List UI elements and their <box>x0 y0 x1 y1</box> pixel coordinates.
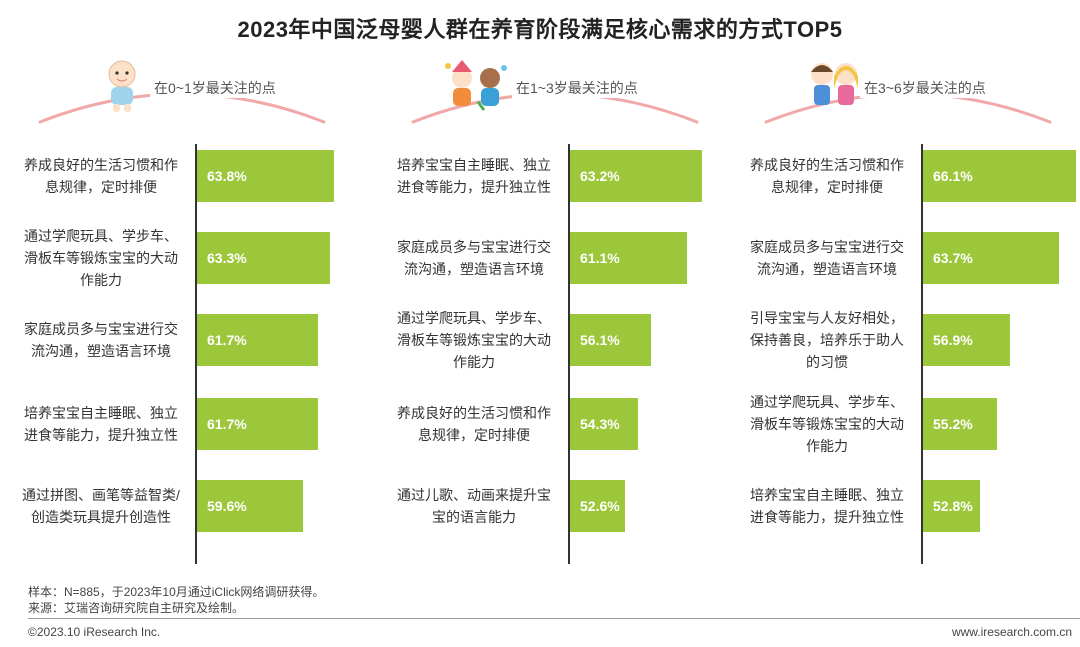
category-label: 培养宝宝自主睡眠、独立进食等能力，提升独立性 <box>750 487 904 525</box>
source-note: 来源：艾瑞咨询研究院自主研究及绘制。 <box>28 601 245 615</box>
sample-note: 样本：N=885，于2023年10月通过iClick网络调研获得。 <box>28 585 325 599</box>
bar <box>197 398 318 450</box>
data-label: 59.6% <box>207 498 247 514</box>
bar <box>197 232 330 284</box>
bar <box>923 398 997 450</box>
category-label: 家庭成员多与宝宝进行交流沟通，塑造语言环境 <box>24 321 178 359</box>
bar-chart: 培养宝宝自主睡眠、独立进食等能力，提升独立性 63.2% 家庭成员多与宝宝进行交流沟… <box>385 144 725 564</box>
category-label: 家庭成员多与宝宝进行交流沟通，塑造语言环境 <box>397 239 551 277</box>
age-panel-2: 在1~3岁最关注的点培养宝宝自主睡眠、独立进食等能力，提升独立性 63.2% 家庭成… <box>385 56 725 566</box>
bar <box>923 480 980 532</box>
data-label: 56.1% <box>580 332 620 348</box>
bar-row: 通过学爬玩具、学步车、滑板车等锻炼宝宝的大动作能力 63.3% <box>12 228 352 288</box>
age-panel-3: 在3~6岁最关注的点养成良好的生活习惯和作息规律，定时排便 66.1% 家庭成员多与… <box>738 56 1078 566</box>
bar <box>570 314 651 366</box>
bar-row: 家庭成员多与宝宝进行交流沟通，塑造语言环境 61.7% <box>12 312 352 368</box>
bar-chart: 养成良好的生活习惯和作息规律，定时排便 66.1% 家庭成员多与宝宝进行交流沟通，塑… <box>738 144 1078 564</box>
category-label: 通过学爬玩具、学步车、滑板车等锻炼宝宝的大动作能力 <box>24 228 178 288</box>
copyright: ©2023.10 iResearch Inc. <box>28 625 161 639</box>
category-label: 通过学爬玩具、学步车、滑板车等锻炼宝宝的大动作能力 <box>750 394 904 454</box>
bar-row: 养成良好的生活习惯和作息规律，定时排便 66.1% <box>738 148 1078 204</box>
footer-divider <box>28 618 1080 619</box>
category-label: 通过学爬玩具、学步车、滑板车等锻炼宝宝的大动作能力 <box>397 310 551 370</box>
bar <box>197 150 334 202</box>
bar-row: 培养宝宝自主睡眠、独立进食等能力，提升独立性 63.2% <box>385 148 725 204</box>
data-label: 52.8% <box>933 498 973 514</box>
bar-row: 培养宝宝自主睡眠、独立进食等能力，提升独立性 52.8% <box>738 478 1078 534</box>
category-label: 通过拼图、画笔等益智类/创造类玩具提升创造性 <box>22 487 180 525</box>
y-axis-line <box>568 144 570 564</box>
bar <box>923 232 1059 284</box>
data-label: 63.8% <box>207 168 247 184</box>
bar-chart: 养成良好的生活习惯和作息规律，定时排便 63.8% 通过学爬玩具、学步车、滑板车等锻… <box>12 144 352 564</box>
bar <box>197 314 318 366</box>
category-label: 培养宝宝自主睡眠、独立进食等能力，提升独立性 <box>397 157 551 195</box>
bar <box>570 232 687 284</box>
age-heading: 在0~1岁最关注的点 <box>150 78 280 98</box>
category-label: 培养宝宝自主睡眠、独立进食等能力，提升独立性 <box>24 405 178 443</box>
data-label: 61.7% <box>207 416 247 432</box>
y-axis-line <box>921 144 923 564</box>
toddlers-playing-icon <box>438 58 514 119</box>
data-label: 63.2% <box>580 168 620 184</box>
baby-icon <box>102 58 142 119</box>
bar <box>570 398 638 450</box>
bar-row: 通过学爬玩具、学步车、滑板车等锻炼宝宝的大动作能力 56.1% <box>385 310 725 370</box>
data-label: 61.7% <box>207 332 247 348</box>
data-label: 66.1% <box>933 168 973 184</box>
bar-row: 养成良好的生活习惯和作息规律，定时排便 63.8% <box>12 148 352 204</box>
bar-row: 家庭成员多与宝宝进行交流沟通，塑造语言环境 61.1% <box>385 230 725 286</box>
category-label: 通过儿歌、动画来提升宝宝的语言能力 <box>397 487 551 525</box>
bar <box>923 314 1010 366</box>
children-icon <box>804 58 864 119</box>
website: www.iresearch.com.cn <box>951 625 1072 639</box>
category-label: 养成良好的生活习惯和作息规律，定时排便 <box>750 157 904 195</box>
bar <box>570 480 625 532</box>
data-label: 61.1% <box>580 250 620 266</box>
age-heading: 在1~3岁最关注的点 <box>512 78 642 98</box>
category-label: 家庭成员多与宝宝进行交流沟通，塑造语言环境 <box>750 239 904 277</box>
chart-title: 2023年中国泛母婴人群在养育阶段满足核心需求的方式TOP5 <box>237 17 843 42</box>
bar-row: 通过拼图、画笔等益智类/创造类玩具提升创造性 59.6% <box>12 478 352 534</box>
bar <box>923 150 1076 202</box>
bar-row: 通过儿歌、动画来提升宝宝的语言能力 52.6% <box>385 478 725 534</box>
data-label: 63.3% <box>207 250 247 266</box>
data-label: 55.2% <box>933 416 973 432</box>
age-heading: 在3~6岁最关注的点 <box>860 78 990 98</box>
data-label: 56.9% <box>933 332 973 348</box>
bar-row: 培养宝宝自主睡眠、独立进食等能力，提升独立性 61.7% <box>12 396 352 452</box>
category-label: 引导宝宝与人友好相处，保持善良，培养乐于助人的习惯 <box>750 310 904 370</box>
category-label: 养成良好的生活习惯和作息规律，定时排便 <box>397 405 551 443</box>
bar <box>197 480 303 532</box>
bar <box>570 150 702 202</box>
data-label: 52.6% <box>580 498 620 514</box>
data-label: 63.7% <box>933 250 973 266</box>
age-panel-1: 在0~1岁最关注的点养成良好的生活习惯和作息规律，定时排便 63.8% 通过学爬玩具… <box>12 56 352 566</box>
y-axis-line <box>195 144 197 564</box>
bar-row: 引导宝宝与人友好相处，保持善良，培养乐于助人的习惯 56.9% <box>738 310 1078 370</box>
bar-row: 养成良好的生活习惯和作息规律，定时排便 54.3% <box>385 396 725 452</box>
bar-row: 家庭成员多与宝宝进行交流沟通，塑造语言环境 63.7% <box>738 230 1078 286</box>
category-label: 养成良好的生活习惯和作息规律，定时排便 <box>24 157 178 195</box>
bar-row: 通过学爬玩具、学步车、滑板车等锻炼宝宝的大动作能力 55.2% <box>738 394 1078 454</box>
data-label: 54.3% <box>580 416 620 432</box>
